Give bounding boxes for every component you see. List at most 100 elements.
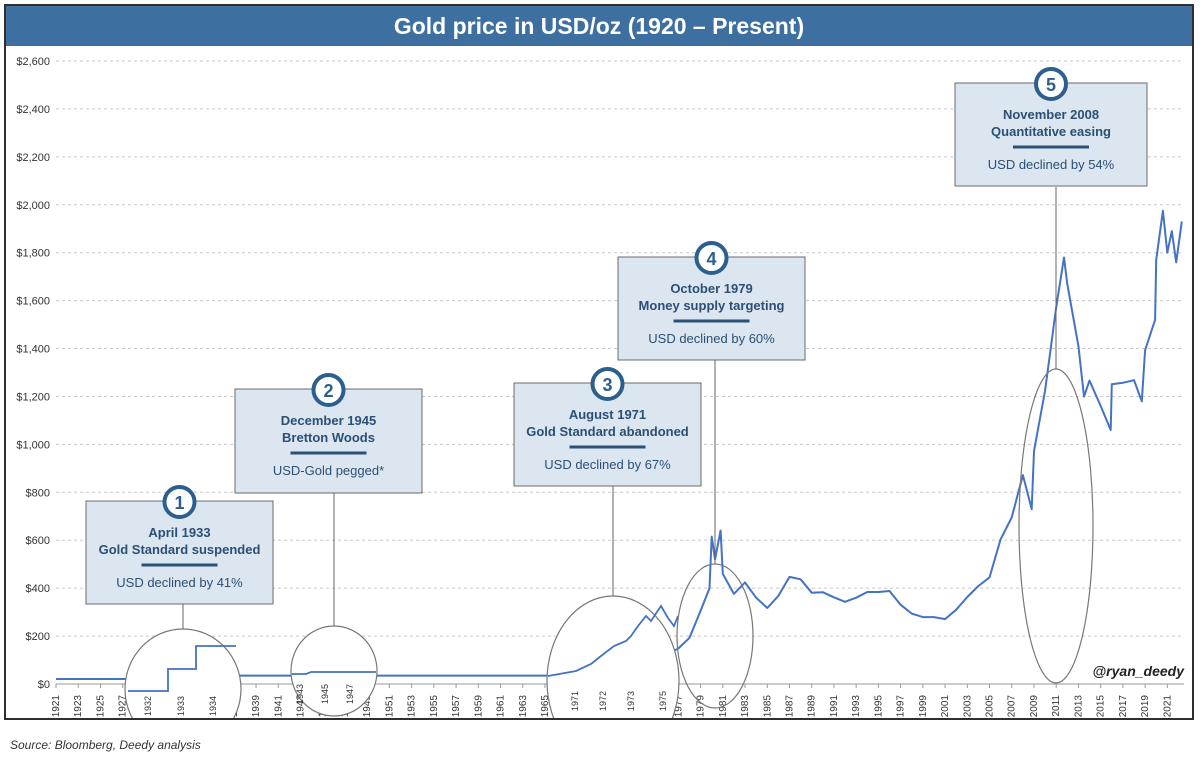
x-tick-label: 1985 — [762, 695, 773, 718]
zoom-ellipse — [1018, 368, 1094, 684]
annotation-date: October 1979 — [670, 281, 752, 296]
x-tick-label: 1921 — [51, 695, 62, 718]
x-tick-label: 1991 — [829, 695, 840, 718]
annotation-note: USD declined by 67% — [544, 457, 671, 472]
x-tick-label: 1963 — [518, 695, 529, 718]
x-tick-label: 1927 — [118, 695, 129, 718]
y-tick-label: $2,200 — [16, 152, 50, 164]
zoom-tick-label: 1947 — [345, 684, 355, 704]
x-tick-label: 2005 — [985, 695, 996, 718]
annotation-number: 3 — [602, 375, 612, 395]
annotation-event: Gold Standard abandoned — [526, 424, 689, 439]
zoom-ellipse — [546, 595, 680, 718]
x-tick-label: 1997 — [896, 695, 907, 718]
zoom-tick-label: 1975 — [658, 691, 668, 711]
gold-price-chart: $0 $200 $400 $600 $800 $1,000 $1,200 $1,400 $1,6… — [16, 56, 1186, 718]
source-note: Source: Bloomberg, Deedy analysis — [10, 738, 201, 752]
zoom-tick-label: 1932 — [143, 696, 153, 716]
annotation-note: USD declined by 41% — [116, 575, 243, 590]
annotation-number-circle — [590, 367, 625, 401]
x-tick-label: 2009 — [1029, 695, 1040, 718]
zoomed-series — [547, 604, 679, 677]
zoom-tick-label: 1943 — [295, 684, 305, 704]
annotation-event: Gold Standard suspended — [99, 542, 261, 557]
x-tick-label: 2007 — [1007, 695, 1018, 718]
x-tick-label: 2017 — [1118, 695, 1129, 718]
zoom-tick-label: 1934 — [208, 696, 218, 716]
annotation-date: August 1971 — [569, 407, 646, 422]
y-tick-label: $1,200 — [16, 391, 50, 403]
y-tick-label: $0 — [38, 679, 50, 691]
zoom-ellipse — [124, 628, 242, 718]
annotation-number: 5 — [1046, 75, 1056, 95]
zoom-circles: 1932 1933 1934 1943 1945 1947 1971 1972 1973 1975 — [124, 187, 1094, 718]
x-tick-label: 2003 — [962, 695, 973, 718]
zoom-tick-label: 1972 — [598, 691, 608, 711]
annotation-date: November 2008 — [1003, 107, 1099, 122]
annotation-date: December 1945 — [281, 413, 376, 428]
annotation-note: USD declined by 54% — [988, 157, 1115, 172]
y-tick-label: $2,000 — [16, 200, 50, 212]
y-tick-label: $2,600 — [16, 56, 50, 68]
x-tick-label: 1959 — [473, 695, 484, 718]
annotation-number: 2 — [323, 381, 333, 401]
x-tick-label: 1941 — [273, 695, 284, 718]
annotation-number-circle — [1034, 67, 1068, 101]
watermark-text: @ryan_deedy — [1093, 663, 1186, 679]
annotation-number: 4 — [706, 249, 716, 269]
x-tick-label: 2013 — [1073, 695, 1084, 718]
x-tick-label: 1939 — [251, 695, 262, 718]
x-tick-label: 1943 — [295, 695, 306, 718]
chart-frame: Gold price in USD/oz (1920 – Present) $0… — [4, 4, 1194, 720]
x-tick-label: 1965 — [540, 695, 551, 718]
x-tick-label: 1977 — [673, 695, 684, 718]
x-tick-label: 1949 — [362, 695, 373, 718]
annotation-5: 5 November 2008 Quantitative easing USD dec… — [954, 67, 1148, 187]
x-tick-label: 1951 — [384, 695, 395, 718]
zoom-ellipse — [676, 563, 754, 709]
x-tick-label: 1923 — [73, 695, 84, 718]
x-tick-label: 1999 — [918, 695, 929, 718]
annotation-number-circle — [311, 373, 346, 407]
x-tick-label: 2001 — [940, 695, 951, 718]
x-tick-label: 1955 — [429, 695, 440, 718]
annotation-3: 3 August 1971 Gold Standard abandoned USD d… — [513, 367, 702, 487]
zoom-tick-label: 1971 — [570, 691, 580, 711]
x-tick-label: 1979 — [696, 695, 707, 718]
zoomed-series — [292, 671, 376, 675]
annotation-event: Money supply targeting — [639, 298, 785, 313]
x-tick-label: 1961 — [496, 695, 507, 718]
x-tick-label: 1995 — [873, 695, 884, 718]
annotation-event: Quantitative easing — [991, 124, 1111, 139]
x-tick-label: 1993 — [851, 695, 862, 718]
annotation-4: 4 October 1979 Money supply targeting USD d… — [617, 241, 806, 361]
annotation-note: USD declined by 60% — [648, 331, 775, 346]
x-tick-label: 1925 — [95, 695, 106, 718]
annotation-event: Bretton Woods — [282, 430, 375, 445]
zoom-tick-label: 1973 — [626, 691, 636, 711]
x-tick-label: 1957 — [451, 695, 462, 718]
y-tick-label: $600 — [26, 535, 50, 547]
zoom-tick-label: 1945 — [320, 684, 330, 704]
chart-title: Gold price in USD/oz (1920 – Present) — [6, 6, 1192, 46]
zoom-tick-label: 1933 — [176, 696, 186, 716]
annotation-note: USD-Gold pegged* — [273, 463, 384, 478]
x-tick-label: 2011 — [1051, 695, 1062, 717]
x-tick-label: 1989 — [807, 695, 818, 718]
y-tick-label: $1,400 — [16, 344, 50, 356]
zoom-ellipse — [290, 625, 378, 717]
x-tick-label: 2015 — [1096, 695, 1107, 718]
x-tick-label: 1983 — [740, 695, 751, 718]
zoomed-series — [128, 645, 236, 692]
x-tick-label: 1987 — [784, 695, 795, 718]
annotation-number: 1 — [174, 493, 184, 513]
annotation-number-circle — [694, 241, 729, 275]
x-tick-label: 2019 — [1140, 695, 1151, 718]
y-tick-label: $1,600 — [16, 296, 50, 308]
y-tick-label: $800 — [26, 487, 50, 499]
y-axis-labels: $0 $200 $400 $600 $800 $1,000 $1,200 $1,400 $1,6… — [16, 56, 50, 691]
y-tick-label: $400 — [26, 583, 50, 595]
annotation-1: 1 April 1933 Gold Standard suspended USD de… — [85, 485, 274, 605]
x-tick-label: 2021 — [1162, 695, 1173, 718]
y-tick-label: $1,800 — [16, 248, 50, 260]
